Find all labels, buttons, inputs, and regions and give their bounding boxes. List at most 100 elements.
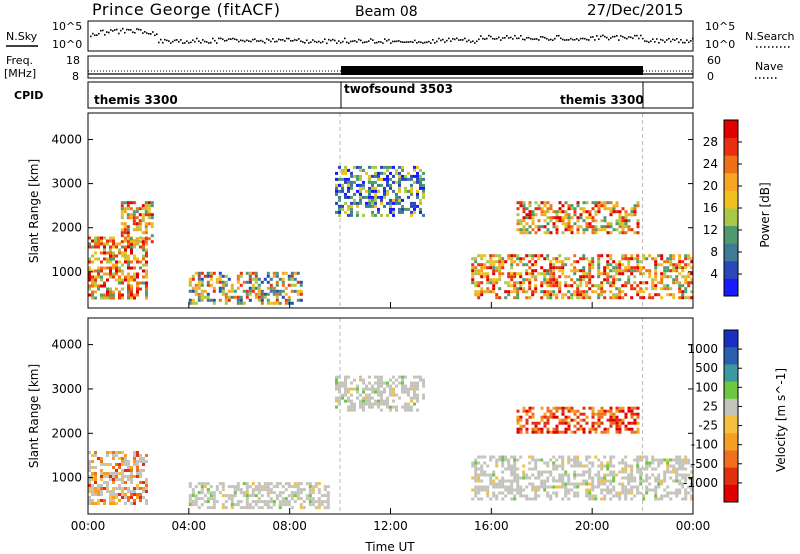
echo-cell	[621, 470, 625, 474]
echo-cell	[398, 375, 401, 379]
echo-cell	[127, 275, 130, 279]
echo-cell	[600, 204, 604, 208]
echo-cell	[239, 488, 243, 492]
echo-cell	[123, 231, 127, 235]
echo-cell	[136, 260, 139, 264]
echo-cell	[639, 260, 643, 264]
echo-cell	[474, 284, 478, 288]
echo-cell	[245, 500, 249, 504]
echo-cell	[142, 469, 145, 472]
echo-cell	[585, 225, 589, 229]
echo-cell	[561, 204, 565, 208]
echo-cell	[106, 257, 109, 261]
echo-cell	[546, 272, 550, 276]
echo-cell	[510, 260, 514, 264]
echo-cell	[200, 482, 204, 486]
echo-cell	[100, 472, 103, 475]
echo-cell	[103, 242, 106, 246]
echo-cell	[121, 278, 124, 282]
echo-cell	[338, 177, 341, 181]
echo-cell	[606, 464, 610, 468]
echo-cell	[410, 396, 413, 400]
echo-cell	[236, 274, 240, 278]
echo-cell	[218, 280, 222, 284]
echo-cell	[266, 298, 270, 302]
echo-cell	[311, 500, 315, 504]
echo-cell	[567, 415, 571, 419]
echo-cell	[362, 390, 365, 394]
noise-point	[534, 38, 536, 40]
echo-cell	[567, 482, 571, 486]
echo-cell	[296, 280, 300, 284]
noise-point	[166, 39, 168, 42]
echo-cell	[570, 204, 574, 208]
noise-point	[406, 41, 408, 43]
echo-cell	[675, 458, 679, 462]
echo-cell	[585, 216, 589, 220]
echo-cell	[206, 488, 210, 492]
echo-cell	[600, 409, 604, 413]
echo-cell	[395, 378, 398, 382]
echo-cell	[519, 494, 523, 498]
echo-cell	[112, 254, 115, 258]
echo-cell	[558, 464, 562, 468]
noise-point	[204, 40, 206, 43]
echo-cell	[347, 189, 350, 193]
echo-cell	[588, 210, 592, 214]
echo-cell	[477, 272, 481, 276]
echo-cell	[203, 289, 207, 293]
echo-cell	[648, 482, 652, 486]
echo-cell	[371, 405, 374, 409]
echo-cell	[130, 475, 133, 478]
noise-point	[292, 40, 294, 42]
noise-left-tick-bottom: 10^0	[52, 38, 82, 51]
echo-cell	[218, 491, 222, 495]
echo-cell	[609, 275, 613, 279]
echo-cell	[684, 497, 688, 501]
noise-point	[382, 42, 384, 44]
noise-point	[606, 36, 608, 39]
echo-cell	[474, 479, 478, 483]
echo-cell	[669, 254, 673, 258]
echo-cell	[678, 254, 682, 258]
echo-cell	[555, 458, 559, 462]
echo-cell	[591, 266, 595, 270]
echo-cell	[498, 287, 502, 291]
nave-tick-bottom: 0	[707, 70, 714, 83]
echo-cell	[284, 301, 288, 305]
echo-cell	[648, 269, 652, 273]
echo-cell	[597, 482, 601, 486]
echo-cell	[239, 271, 243, 275]
echo-cell	[278, 289, 282, 293]
echo-cell	[564, 213, 568, 217]
echo-cell	[245, 295, 249, 299]
echo-cell	[392, 390, 395, 394]
echo-cell	[642, 290, 646, 294]
echo-cell	[275, 289, 279, 293]
echo-cell	[636, 269, 640, 273]
echo-cell	[191, 503, 195, 507]
noise-point	[440, 39, 442, 42]
echo-cell	[115, 269, 118, 273]
echo-cell	[489, 482, 493, 486]
echo-cell	[323, 506, 327, 510]
echo-cell	[278, 500, 282, 504]
echo-cell	[585, 415, 589, 419]
echo-cell	[600, 225, 604, 229]
echo-cell	[112, 236, 115, 240]
echo-cell	[690, 464, 694, 468]
echo-cell	[127, 272, 130, 276]
colorbar-swatch	[724, 467, 738, 486]
echo-cell	[564, 485, 568, 489]
echo-cell	[621, 406, 625, 410]
echo-cell	[582, 257, 586, 261]
colorbar-tick-label: -500	[691, 457, 718, 471]
echo-cell	[576, 464, 580, 468]
echo-cell	[91, 490, 94, 493]
echo-cell	[374, 189, 377, 193]
echo-cell	[138, 225, 142, 229]
echo-cell	[597, 263, 601, 267]
echo-cell	[690, 281, 694, 285]
echo-cell	[531, 458, 535, 462]
echo-cell	[594, 485, 598, 489]
